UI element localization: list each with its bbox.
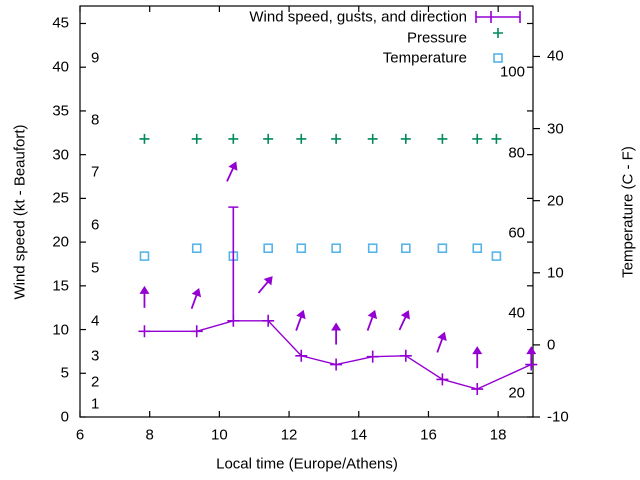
beaufort-label-9: 9 bbox=[91, 49, 100, 67]
wind-speed-marker bbox=[295, 349, 308, 362]
beaufort-label-8: 8 bbox=[91, 111, 100, 129]
pressure-marker bbox=[367, 133, 378, 144]
x-tick-label-18: 18 bbox=[489, 426, 507, 444]
wind-direction-barb bbox=[398, 310, 410, 331]
pressure-marker bbox=[228, 133, 239, 144]
fahrenheit-label-20: 20 bbox=[508, 384, 525, 402]
wind-speed-marker bbox=[436, 373, 449, 386]
y-tick-label-15: 15 bbox=[52, 277, 69, 295]
pressure-plus-key bbox=[493, 28, 503, 38]
fahrenheit-label-40: 40 bbox=[508, 304, 525, 322]
temperature-marker bbox=[296, 243, 307, 254]
pressure-marker bbox=[139, 133, 150, 144]
x-tick-label-12: 12 bbox=[280, 426, 298, 444]
beaufort-label-3: 3 bbox=[91, 347, 100, 365]
wind-speed-marker bbox=[227, 314, 240, 327]
beaufort-label-6: 6 bbox=[91, 216, 100, 234]
y-tick-label-45: 45 bbox=[52, 14, 69, 32]
wind-direction-barb bbox=[139, 285, 150, 308]
x-tick-label-16: 16 bbox=[420, 426, 437, 444]
beaufort-label-1: 1 bbox=[91, 395, 100, 413]
y-tick-label-40: 40 bbox=[52, 58, 69, 76]
y-tick-label-0: 0 bbox=[60, 408, 69, 426]
wind-speed-marker bbox=[190, 325, 203, 338]
wind-speed-marker bbox=[399, 349, 412, 362]
x-axis-title: Local time (Europe/Athens) bbox=[216, 455, 398, 473]
y-tick-label-35: 35 bbox=[52, 102, 69, 120]
pressure-marker bbox=[491, 133, 502, 144]
temperature-marker bbox=[191, 243, 202, 254]
wind-direction-barb bbox=[436, 331, 447, 353]
legend-label-pressure[interactable]: Pressure bbox=[406, 29, 467, 47]
wind-speed-marker bbox=[138, 325, 151, 338]
temperature-square-key bbox=[493, 53, 503, 63]
temperature-marker bbox=[491, 251, 502, 261]
wind-line-key bbox=[475, 11, 521, 23]
wind-direction-barb bbox=[257, 276, 273, 294]
y-tick-label-25: 25 bbox=[52, 189, 69, 207]
pressure-marker bbox=[263, 133, 274, 144]
wind-direction-barb bbox=[526, 346, 537, 369]
y-tick-label-20: 20 bbox=[52, 233, 69, 251]
legend-label-wind[interactable]: Wind speed, gusts, and direction bbox=[249, 8, 467, 26]
x-tick-label-6: 6 bbox=[75, 426, 85, 444]
pressure-marker bbox=[331, 133, 342, 144]
fahrenheit-label-60: 60 bbox=[508, 224, 525, 242]
wind-gust-bar bbox=[228, 206, 239, 321]
wind-direction-barb bbox=[295, 309, 306, 331]
wind-direction-barb bbox=[366, 309, 378, 331]
pressure-marker bbox=[400, 133, 411, 144]
celsius-label-40: 40 bbox=[547, 47, 564, 65]
y-tick-label-5: 5 bbox=[60, 364, 69, 382]
celsius-label-20: 20 bbox=[547, 192, 564, 210]
wind-speed-marker bbox=[366, 350, 379, 363]
wind-direction-barb bbox=[331, 322, 342, 345]
temperature-marker bbox=[331, 243, 341, 254]
temperature-marker bbox=[437, 243, 448, 254]
legend-label-temperature[interactable]: Temperature bbox=[382, 49, 467, 67]
wind-speed-marker bbox=[471, 383, 484, 396]
pressure-marker bbox=[472, 133, 483, 144]
y2-axis-title: Temperature (C - F) bbox=[619, 146, 637, 278]
pressure-marker bbox=[437, 133, 448, 144]
celsius-label-10: 10 bbox=[547, 264, 564, 282]
temperature-marker bbox=[367, 243, 378, 254]
wind-direction-barb bbox=[226, 161, 238, 182]
celsius-label-0: 0 bbox=[547, 336, 556, 354]
wind-direction-barb bbox=[472, 346, 483, 369]
pressure-marker bbox=[296, 133, 307, 144]
wind-speed-marker bbox=[330, 358, 343, 371]
beaufort-label-7: 7 bbox=[91, 163, 100, 181]
beaufort-label-4: 4 bbox=[91, 312, 100, 330]
y-tick-label-10: 10 bbox=[52, 321, 69, 339]
temperature-marker bbox=[139, 251, 150, 261]
beaufort-label-2: 2 bbox=[91, 373, 100, 391]
temperature-marker bbox=[472, 243, 483, 254]
fahrenheit-label-100: 100 bbox=[499, 63, 525, 81]
x-tick-label-8: 8 bbox=[145, 426, 154, 444]
y-axis-title: Wind speed (kt - Beaufort) bbox=[11, 124, 29, 300]
y-tick-label-30: 30 bbox=[52, 146, 69, 164]
fahrenheit-label-80: 80 bbox=[508, 144, 525, 162]
beaufort-label-5: 5 bbox=[91, 259, 100, 277]
pressure-marker bbox=[191, 133, 202, 144]
x-tick-label-10: 10 bbox=[211, 426, 228, 444]
celsius-label-30: 30 bbox=[547, 120, 564, 138]
wind-speed-marker bbox=[262, 314, 275, 327]
temperature-marker bbox=[263, 243, 273, 254]
wind-direction-barb bbox=[190, 287, 202, 309]
x-tick-label-14: 14 bbox=[350, 426, 368, 444]
plot-frame bbox=[79, 5, 534, 418]
temperature-marker bbox=[401, 243, 411, 254]
celsius-label--10: -10 bbox=[547, 408, 569, 426]
